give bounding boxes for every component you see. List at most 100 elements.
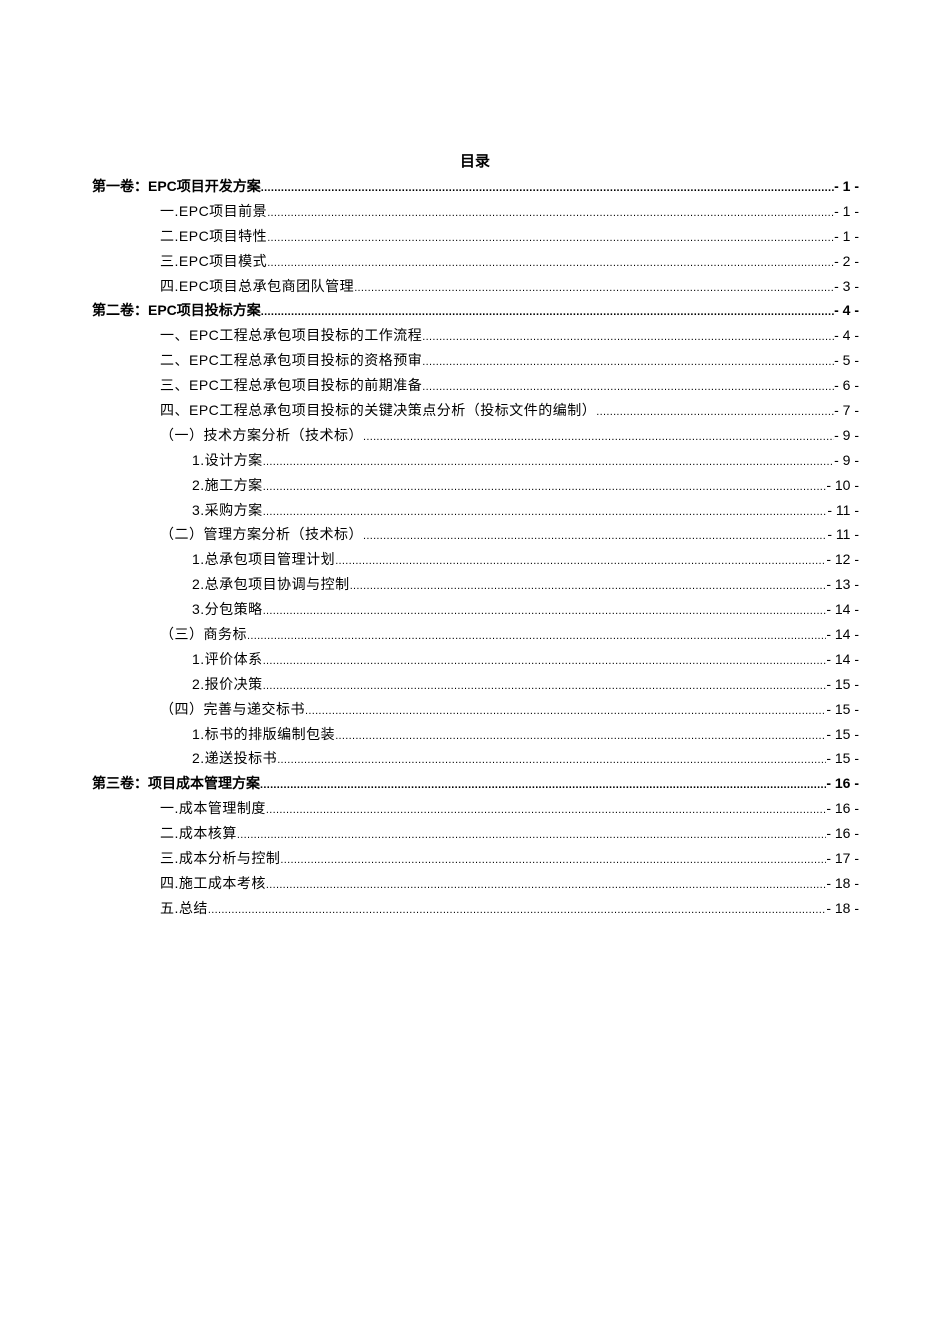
toc-entry[interactable]: 一.EPC项目前景 - 1 - (92, 199, 859, 224)
dot-leader (350, 574, 827, 599)
toc-entry[interactable]: 二.EPC项目特性 - 1 - (92, 224, 859, 249)
toc-page-number: - 10 - (826, 476, 859, 493)
toc-entry[interactable]: 2.报价决策 - 15 - (92, 672, 859, 697)
toc-entry[interactable]: 3.采购方案 - 11 - (92, 498, 859, 523)
toc-entry-text: 四.EPC项目总承包商团队管理 (160, 277, 355, 294)
toc-page-number: - 7 - (834, 402, 859, 419)
toc-page-number: - 2 - (834, 252, 859, 269)
toc-page-number: - 11 - (827, 526, 859, 543)
toc-page-number: - 9 - (834, 426, 859, 443)
dot-leader (237, 823, 826, 848)
dot-leader (263, 475, 827, 500)
toc-entry[interactable]: 1.设计方案 - 9 - (92, 448, 859, 473)
toc-page-number: - 11 - (827, 501, 859, 518)
toc-entry[interactable]: 三.EPC项目模式 - 2 - (92, 249, 859, 274)
toc-page-number: - 16 - (826, 800, 859, 817)
toc-volume-entry[interactable]: 第一卷：EPC项目开发方案 - 1 - (92, 174, 859, 199)
toc-entry[interactable]: 1.总承包项目管理计划 - 12 - (92, 547, 859, 572)
toc-entry[interactable]: （一）技术方案分析（技术标） - 9 - (92, 423, 859, 448)
toc-entry-text: （二）管理方案分析（技术标） (160, 526, 363, 543)
toc-page-number: - 14 - (826, 626, 859, 643)
dot-leader (422, 375, 834, 400)
toc-entry-text: 2.施工方案 (192, 476, 263, 493)
toc-volume-entry[interactable]: 第二卷：EPC项目投标方案 - 4 - (92, 298, 859, 323)
toc-page-number: - 15 - (826, 750, 859, 767)
dot-leader (263, 500, 828, 525)
toc-page-number: - 1 - (834, 227, 859, 244)
toc-entry[interactable]: 2.递送投标书 - 15 - (92, 746, 859, 771)
toc-entry-text: 二.成本核算 (160, 825, 237, 842)
toc-entry-text: 三.EPC项目模式 (160, 252, 268, 269)
dot-leader (267, 226, 834, 251)
toc-title: 目录 (459, 153, 490, 170)
dot-leader (335, 549, 826, 574)
toc-page-number: - 16 - (826, 825, 859, 842)
dot-leader (208, 898, 826, 923)
dot-leader (260, 773, 826, 798)
toc-entry-text: （四）完善与递交标书 (160, 700, 305, 717)
toc-entry[interactable]: 1.标书的排版编制包装 - 15 - (92, 722, 859, 747)
toc-page-number: - 15 - (826, 725, 859, 742)
toc-page-number: - 13 - (826, 576, 859, 593)
toc-entry[interactable]: 3.分包策略 - 14 - (92, 597, 859, 622)
toc-volume-entry[interactable]: 第三卷：项目成本管理方案 - 16 - (92, 771, 859, 796)
toc-entry[interactable]: 三.成本分析与控制 - 17 - (92, 846, 859, 871)
dot-leader (422, 350, 834, 375)
toc-page-number: - 4 - (834, 302, 859, 319)
toc-entry-text: 三、EPC工程总承包项目投标的前期准备 (160, 377, 423, 394)
toc-page-number: - 15 - (826, 675, 859, 692)
dot-leader (363, 425, 834, 450)
toc-page-number: - 14 - (826, 650, 859, 667)
dot-leader (354, 276, 834, 301)
toc-entry-text: 2.报价决策 (192, 675, 263, 692)
toc-entry-text: 1.设计方案 (192, 451, 263, 468)
dot-leader (266, 873, 826, 898)
toc-entry[interactable]: 1.评价体系 - 14 - (92, 647, 859, 672)
toc-entry[interactable]: 四.EPC项目总承包商团队管理 - 3 - (92, 274, 859, 299)
toc-entry[interactable]: （二）管理方案分析（技术标） - 11 - (92, 522, 859, 547)
toc-entry[interactable]: 一.成本管理制度 - 16 - (92, 796, 859, 821)
toc-entry[interactable]: 三、EPC工程总承包项目投标的前期准备 - 6 - (92, 373, 859, 398)
dot-leader (261, 176, 834, 201)
toc-entry[interactable]: 2.施工方案 - 10 - (92, 473, 859, 498)
toc-entry-text: 四、EPC工程总承包项目投标的关键决策点分析（投标文件的编制） (160, 402, 597, 419)
toc-page-number: - 12 - (826, 551, 859, 568)
toc-page-number: - 6 - (834, 377, 859, 394)
toc-entry[interactable]: 四、EPC工程总承包项目投标的关键决策点分析（投标文件的编制） - 7 - (92, 398, 859, 423)
toc-entry-text: 第二卷：EPC项目投标方案 (92, 302, 261, 319)
toc-entry[interactable]: （四）完善与递交标书 - 15 - (92, 697, 859, 722)
toc-entry[interactable]: 二、EPC工程总承包项目投标的资格预审 - 5 - (92, 348, 859, 373)
toc-entry-text: 第三卷：项目成本管理方案 (92, 775, 260, 792)
dot-leader (422, 325, 834, 350)
toc-entry[interactable]: 一、EPC工程总承包项目投标的工作流程 - 4 - (92, 323, 859, 348)
toc-entry[interactable]: 四.施工成本考核 - 18 - (92, 871, 859, 896)
toc-entry-text: 第一卷：EPC项目开发方案 (92, 178, 261, 194)
toc-entry[interactable]: 2.总承包项目协调与控制 - 13 - (92, 572, 859, 597)
toc-page-number: - 3 - (834, 277, 859, 294)
dot-leader (335, 724, 826, 749)
toc-page-number: - 18 - (826, 874, 859, 891)
toc-entry-text: 一.EPC项目前景 (160, 202, 268, 219)
toc-entry-text: 3.分包策略 (192, 601, 263, 618)
toc-entry[interactable]: 五.总结 - 18 - (92, 896, 859, 921)
toc-page-number: - 4 - (834, 327, 859, 344)
dot-leader (280, 848, 826, 873)
toc-entry-text: （三）商务标 (160, 626, 247, 643)
toc-entry-text: 四.施工成本考核 (160, 874, 266, 891)
dot-leader (247, 624, 826, 649)
toc-page-number: - 1 - (834, 178, 859, 194)
toc-entry-text: 二、EPC工程总承包项目投标的资格预审 (160, 352, 423, 369)
dot-leader (261, 300, 834, 325)
toc-entry[interactable]: 二.成本核算 - 16 - (92, 821, 859, 846)
dot-leader (363, 524, 827, 549)
dot-leader (266, 798, 826, 823)
dot-leader (263, 450, 834, 475)
toc-entry[interactable]: （三）商务标 - 14 - (92, 622, 859, 647)
toc-entry-text: 1.标书的排版编制包装 (192, 725, 336, 742)
toc-entry-text: 2.总承包项目协调与控制 (192, 576, 350, 593)
toc-page-number: - 5 - (834, 352, 859, 369)
toc-entry-text: 五.总结 (160, 899, 208, 916)
toc-page-number: - 15 - (826, 700, 859, 717)
toc-page-number: - 1 - (834, 202, 859, 219)
toc-page-number: - 9 - (834, 451, 859, 468)
